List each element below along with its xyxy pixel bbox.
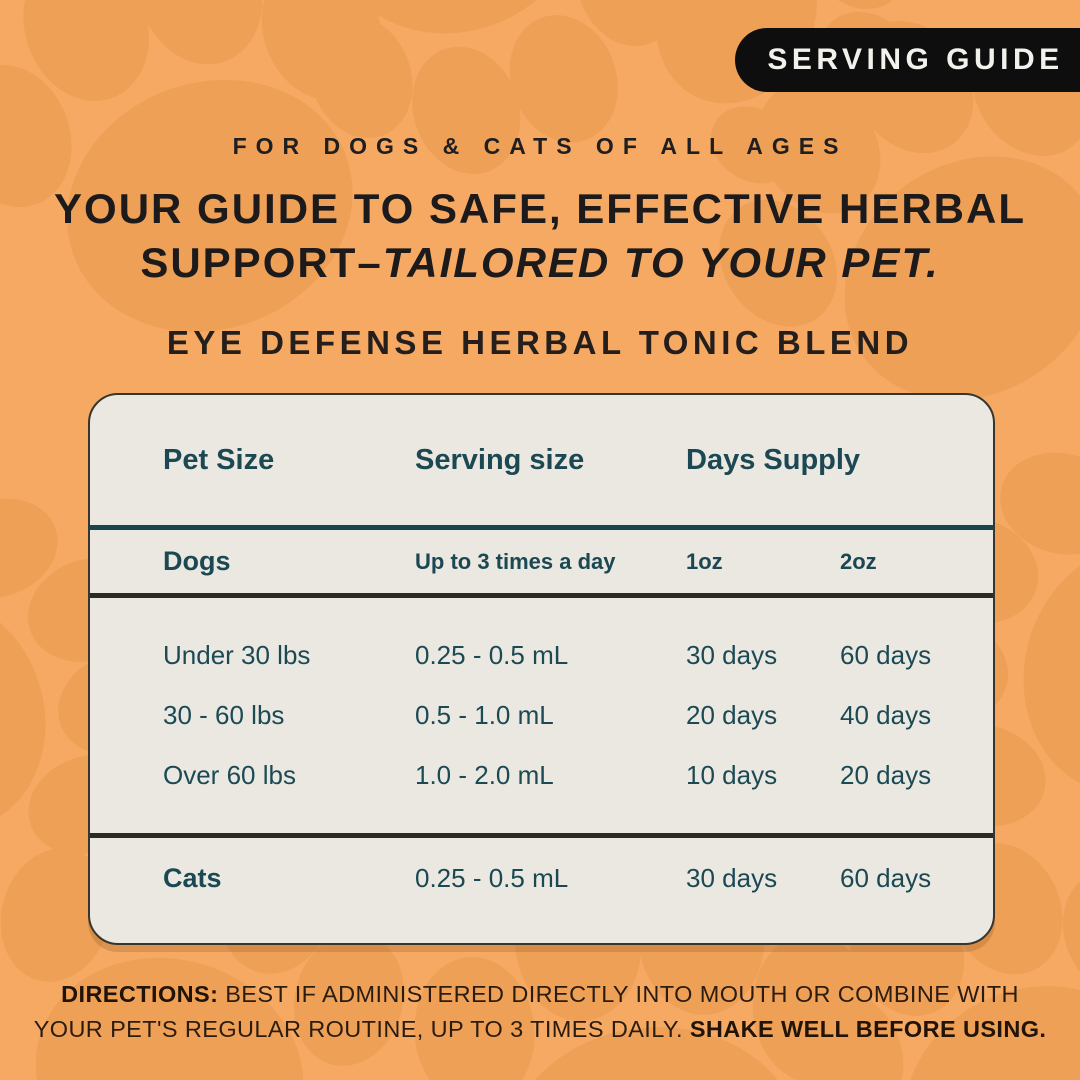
page-title: YOUR GUIDE TO SAFE, EFFECTIVE HERBAL SUP… bbox=[0, 182, 1080, 290]
dogs-size-rows: Under 30 lbs 0.25 - 0.5 mL 30 days 60 da… bbox=[90, 598, 993, 833]
directions-emphasis: SHAKE WELL BEFORE USING. bbox=[689, 1016, 1047, 1042]
table-row: Under 30 lbs 0.25 - 0.5 mL 30 days 60 da… bbox=[90, 625, 993, 685]
directions-text: DIRECTIONS: BEST IF ADMINISTERED DIRECTL… bbox=[28, 977, 1053, 1047]
directions-section: DIRECTIONS: BEST IF ADMINISTERED DIRECTL… bbox=[0, 977, 1080, 1047]
days-supply-1oz-cell: 20 days bbox=[686, 699, 778, 730]
dogs-divider bbox=[90, 593, 993, 598]
title-line2-regular: SUPPORT– bbox=[140, 239, 383, 286]
days-supply-1oz-cell: 30 days bbox=[686, 639, 778, 670]
cats-divider bbox=[90, 833, 993, 838]
directions-body: BEST IF ADMINISTERED DIRECTLY INTO MOUTH… bbox=[33, 981, 1019, 1042]
directions-label: DIRECTIONS: bbox=[61, 981, 219, 1007]
cats-section-row: Cats 0.25 - 0.5 mL 30 days 60 days bbox=[90, 838, 993, 943]
pet-size-cell: 30 - 60 lbs bbox=[163, 699, 285, 730]
table-row: 30 - 60 lbs 0.5 - 1.0 mL 20 days 40 days bbox=[90, 685, 993, 745]
bottle-size-1oz: 1oz bbox=[686, 548, 723, 574]
days-supply-2oz-cell: 40 days bbox=[840, 699, 932, 730]
serving-size-cell: 1.0 - 2.0 mL bbox=[415, 759, 554, 790]
serving-size-cell: 0.25 - 0.5 mL bbox=[415, 639, 569, 670]
column-header-pet-size: Pet Size bbox=[163, 443, 275, 476]
header-divider bbox=[90, 525, 993, 530]
table-row: Over 60 lbs 1.0 - 2.0 mL 10 days 20 days bbox=[90, 745, 993, 805]
title-line1: YOUR GUIDE TO SAFE, EFFECTIVE HERBAL bbox=[54, 185, 1026, 232]
serving-table-card: Pet Size Serving size Days Supply Dogs U… bbox=[88, 393, 995, 945]
days-supply-2oz-cell: 20 days bbox=[840, 759, 932, 790]
table-header-row: Pet Size Serving size Days Supply bbox=[90, 395, 993, 525]
dogs-section-row: Dogs Up to 3 times a day 1oz 2oz bbox=[90, 530, 993, 593]
product-name: EYE DEFENSE HERBAL TONIC BLEND bbox=[166, 324, 914, 361]
dogs-label: Dogs bbox=[163, 546, 231, 576]
bottle-size-2oz: 2oz bbox=[840, 548, 877, 574]
eyebrow-text: FOR DOGS & CATS OF ALL AGES bbox=[232, 133, 848, 159]
column-header-serving-size: Serving size bbox=[415, 443, 585, 476]
cats-label: Cats bbox=[163, 863, 222, 893]
days-supply-2oz-cell: 60 days bbox=[840, 863, 932, 893]
pet-size-cell: Under 30 lbs bbox=[163, 639, 311, 670]
column-header-days-supply: Days Supply bbox=[686, 443, 861, 476]
serving-guide-badge: SERVING GUIDE bbox=[735, 28, 1080, 92]
title-line2-italic: TAILORED TO YOUR PET. bbox=[382, 239, 940, 286]
pet-size-cell: Over 60 lbs bbox=[163, 759, 296, 790]
serving-guide-badge-label: SERVING GUIDE bbox=[767, 43, 1064, 76]
days-supply-1oz-cell: 10 days bbox=[686, 759, 778, 790]
dogs-frequency: Up to 3 times a day bbox=[415, 548, 616, 574]
days-supply-2oz-cell: 60 days bbox=[840, 639, 932, 670]
serving-size-cell: 0.5 - 1.0 mL bbox=[415, 699, 554, 730]
days-supply-1oz-cell: 30 days bbox=[686, 863, 778, 893]
serving-size-cell: 0.25 - 0.5 mL bbox=[415, 863, 569, 893]
